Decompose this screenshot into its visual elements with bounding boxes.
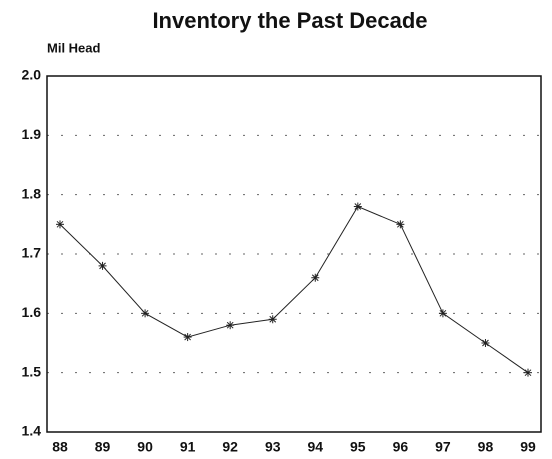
x-tick-label: 90: [137, 439, 153, 455]
x-tick-label: 92: [222, 439, 238, 455]
point-marker: [56, 220, 64, 229]
x-tick-label: 94: [307, 439, 323, 455]
x-tick-label: 98: [478, 439, 494, 455]
data-line: [59, 205, 529, 374]
marker-stroke: [311, 274, 319, 282]
y-tick-label: 1.4: [22, 423, 42, 439]
marker-stroke: [141, 309, 149, 317]
x-tick-label: 96: [393, 439, 409, 455]
x-tick-label: 95: [350, 439, 366, 455]
chart-title: Inventory the Past Decade: [152, 8, 427, 33]
y-tick-label: 1.5: [22, 363, 42, 379]
point-marker: [524, 368, 532, 377]
x-tick-label: 99: [520, 439, 536, 455]
point-marker: [268, 315, 277, 324]
x-tick-label: 88: [52, 439, 68, 455]
point-marker: [481, 339, 490, 347]
marker-stroke: [56, 220, 64, 228]
x-tick-label: 93: [265, 439, 281, 455]
y-tick-label: 1.6: [22, 304, 42, 320]
marker-stroke: [354, 203, 362, 210]
plot-frame: [46, 75, 542, 433]
marker-stroke: [524, 369, 532, 377]
x-tick-label: 97: [435, 439, 451, 455]
y-tick-label: 2.0: [22, 67, 42, 83]
marker-stroke: [482, 339, 489, 347]
marker-stroke: [397, 220, 404, 228]
point-marker: [183, 333, 192, 342]
y-tick-label: 1.9: [22, 126, 42, 142]
point-marker: [98, 261, 107, 270]
x-tick-label: 91: [180, 439, 196, 455]
x-tick-label: 89: [95, 439, 111, 455]
marker-stroke: [99, 262, 106, 270]
point-marker: [396, 220, 405, 229]
marker-stroke: [226, 321, 234, 329]
point-marker: [141, 309, 150, 318]
marker-stroke: [439, 309, 447, 317]
point-marker: [311, 273, 320, 282]
point-marker: [226, 321, 235, 330]
y-tick-label: 1.8: [22, 185, 42, 201]
y-axis-label: Mil Head: [47, 40, 101, 55]
y-tick-label: 1.7: [22, 245, 42, 261]
marker-stroke: [184, 333, 191, 341]
marker-stroke: [269, 315, 277, 323]
point-marker: [438, 309, 447, 318]
point-marker: [353, 202, 362, 211]
